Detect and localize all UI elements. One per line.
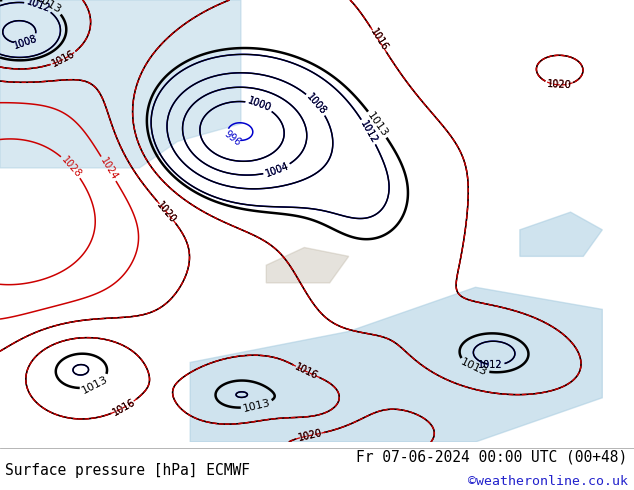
Text: 1012: 1012 xyxy=(25,0,51,15)
Text: 1008: 1008 xyxy=(12,33,39,51)
Text: 1016: 1016 xyxy=(111,397,138,417)
Text: 1000: 1000 xyxy=(246,96,273,114)
Text: 1016: 1016 xyxy=(111,397,138,417)
Text: 1008: 1008 xyxy=(12,33,39,51)
Text: Fr 07-06-2024 00:00 UTC (00+48): Fr 07-06-2024 00:00 UTC (00+48) xyxy=(356,450,628,465)
Text: Surface pressure [hPa] ECMWF: Surface pressure [hPa] ECMWF xyxy=(5,463,250,478)
Text: 1008: 1008 xyxy=(304,92,328,117)
Text: 1016: 1016 xyxy=(293,362,320,381)
Text: 1020: 1020 xyxy=(155,199,178,225)
Text: 1020: 1020 xyxy=(297,428,323,443)
Text: 996: 996 xyxy=(222,128,243,148)
Polygon shape xyxy=(266,247,349,283)
Text: 1013: 1013 xyxy=(34,0,63,16)
Text: ©weatheronline.co.uk: ©weatheronline.co.uk xyxy=(468,475,628,488)
Text: 1020: 1020 xyxy=(547,79,572,91)
Polygon shape xyxy=(0,0,241,168)
Text: 1028: 1028 xyxy=(59,154,83,179)
Text: 1008: 1008 xyxy=(304,92,328,117)
Text: 1012: 1012 xyxy=(358,119,379,145)
Text: 1000: 1000 xyxy=(246,96,273,114)
Text: 1012: 1012 xyxy=(478,360,503,369)
Text: 1004: 1004 xyxy=(264,161,290,179)
Text: 1020: 1020 xyxy=(547,79,572,91)
Text: 1013: 1013 xyxy=(81,374,110,395)
Text: 1016: 1016 xyxy=(50,49,77,69)
Text: 1024: 1024 xyxy=(98,156,119,182)
Polygon shape xyxy=(190,287,602,442)
Polygon shape xyxy=(520,212,602,256)
Text: 1013: 1013 xyxy=(459,357,489,378)
Text: 1004: 1004 xyxy=(264,161,290,179)
Text: 1016: 1016 xyxy=(368,27,389,53)
Text: 1012: 1012 xyxy=(25,0,51,15)
Text: 1016: 1016 xyxy=(368,27,389,53)
Text: 1020: 1020 xyxy=(297,428,323,443)
Text: 1016: 1016 xyxy=(50,49,77,69)
Text: 1016: 1016 xyxy=(293,362,320,381)
Text: 1020: 1020 xyxy=(155,199,178,225)
Text: 1012: 1012 xyxy=(358,119,379,145)
Text: 1013: 1013 xyxy=(365,110,390,139)
Text: 1013: 1013 xyxy=(242,397,271,414)
Text: 1012: 1012 xyxy=(478,360,503,369)
